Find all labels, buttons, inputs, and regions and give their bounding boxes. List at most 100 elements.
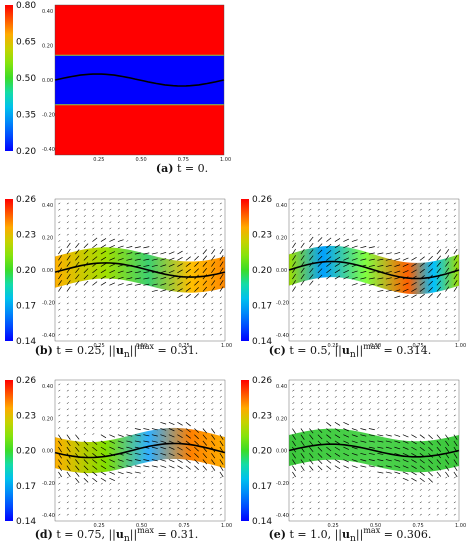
velocity-arrow <box>100 290 103 292</box>
velocity-arrow <box>151 264 158 267</box>
velocity-arrow <box>143 265 150 267</box>
caption-d-value: = 0.31. <box>154 528 199 541</box>
x-tick-label: 0.75 <box>413 343 424 349</box>
velocity-arrow <box>436 501 439 504</box>
velocity-arrow <box>202 302 205 305</box>
velocity-arrow <box>419 482 422 485</box>
velocity-arrow <box>453 296 456 299</box>
velocity-arrow <box>92 233 95 236</box>
velocity-arrow <box>211 280 216 286</box>
colorbar <box>5 380 13 521</box>
velocity-arrow <box>58 327 61 330</box>
colorbar-tick-label: 0.23 <box>16 411 36 421</box>
velocity-arrow <box>419 256 425 261</box>
velocity-arrow <box>134 471 141 474</box>
velocity-arrow <box>292 327 295 330</box>
velocity-arrow <box>75 242 80 249</box>
velocity-arrow <box>360 271 367 274</box>
velocity-arrow <box>202 495 205 497</box>
velocity-arrow <box>134 240 137 242</box>
velocity-arrow <box>134 476 137 479</box>
velocity-arrow <box>109 333 112 336</box>
velocity-arrow <box>143 271 150 274</box>
velocity-arrow <box>58 240 61 242</box>
velocity-arrow <box>428 414 431 417</box>
velocity-arrow <box>211 202 214 205</box>
velocity-arrow <box>300 453 305 459</box>
velocity-arrow <box>360 440 367 443</box>
velocity-arrow <box>309 227 312 230</box>
velocity-arrow <box>419 208 422 211</box>
velocity-arrow <box>134 283 141 286</box>
velocity-arrow <box>160 251 167 255</box>
velocity-arrow <box>419 315 422 317</box>
y-tick-label: -0.20 <box>276 481 289 487</box>
velocity-arrow <box>168 333 171 336</box>
velocity-arrow <box>109 501 112 504</box>
velocity-arrow <box>100 482 103 485</box>
velocity-arrow <box>394 227 397 230</box>
velocity-arrow <box>334 256 341 261</box>
velocity-arrow <box>109 221 112 224</box>
velocity-arrow <box>143 321 146 324</box>
velocity-arrow <box>219 427 222 429</box>
caption-b-value: = 0.31. <box>154 344 199 357</box>
velocity-arrow <box>317 227 320 230</box>
velocity-arrow <box>92 250 98 255</box>
velocity-arrow <box>126 465 133 468</box>
velocity-arrow <box>75 507 78 510</box>
velocity-arrow <box>343 482 346 485</box>
velocity-arrow <box>326 402 329 404</box>
velocity-arrow <box>185 215 188 217</box>
velocity-arrow <box>100 513 103 516</box>
velocity-arrow <box>194 459 199 464</box>
velocity-arrow <box>317 495 320 497</box>
velocity-arrow <box>185 434 191 439</box>
colorbar-tick-label: 0.23 <box>252 231 272 241</box>
velocity-arrow <box>75 477 80 484</box>
velocity-arrow <box>334 396 337 398</box>
velocity-arrow <box>292 434 296 440</box>
velocity-arrow <box>185 513 188 516</box>
x-tick-label: 0.50 <box>370 523 381 529</box>
velocity-arrow <box>117 258 124 261</box>
velocity-arrow <box>160 296 163 299</box>
velocity-arrow <box>185 327 188 330</box>
velocity-arrow <box>75 501 78 504</box>
velocity-arrow <box>309 308 312 311</box>
velocity-arrow <box>194 208 197 211</box>
velocity-arrow <box>317 243 323 249</box>
velocity-arrow <box>126 227 129 230</box>
velocity-arrow <box>100 263 107 267</box>
velocity-arrow <box>126 246 133 249</box>
velocity-arrow <box>377 452 384 455</box>
velocity-arrow <box>309 459 314 465</box>
velocity-arrow <box>160 321 163 324</box>
velocity-arrow <box>194 501 197 504</box>
velocity-arrow <box>177 233 180 236</box>
velocity-arrow <box>402 257 409 261</box>
velocity-arrow <box>309 333 312 336</box>
velocity-arrow <box>343 396 346 398</box>
velocity-arrow <box>334 489 337 491</box>
velocity-arrow <box>160 476 163 479</box>
velocity-arrow <box>126 482 129 485</box>
velocity-arrow <box>326 268 332 274</box>
velocity-arrow <box>117 276 124 280</box>
velocity-arrow <box>211 428 216 434</box>
velocity-arrow <box>126 321 129 324</box>
velocity-arrow <box>411 315 414 317</box>
velocity-arrow <box>117 501 120 504</box>
velocity-arrow <box>109 208 112 211</box>
velocity-arrow <box>117 327 120 330</box>
velocity-arrow <box>211 227 214 230</box>
phase-band <box>55 427 225 474</box>
velocity-arrow <box>58 255 62 261</box>
velocity-arrow <box>83 507 86 510</box>
velocity-arrow <box>117 476 120 479</box>
velocity-arrow <box>92 256 98 261</box>
velocity-arrow <box>100 434 107 439</box>
velocity-arrow <box>177 421 183 426</box>
velocity-arrow <box>343 215 346 217</box>
velocity-arrow <box>326 321 329 324</box>
